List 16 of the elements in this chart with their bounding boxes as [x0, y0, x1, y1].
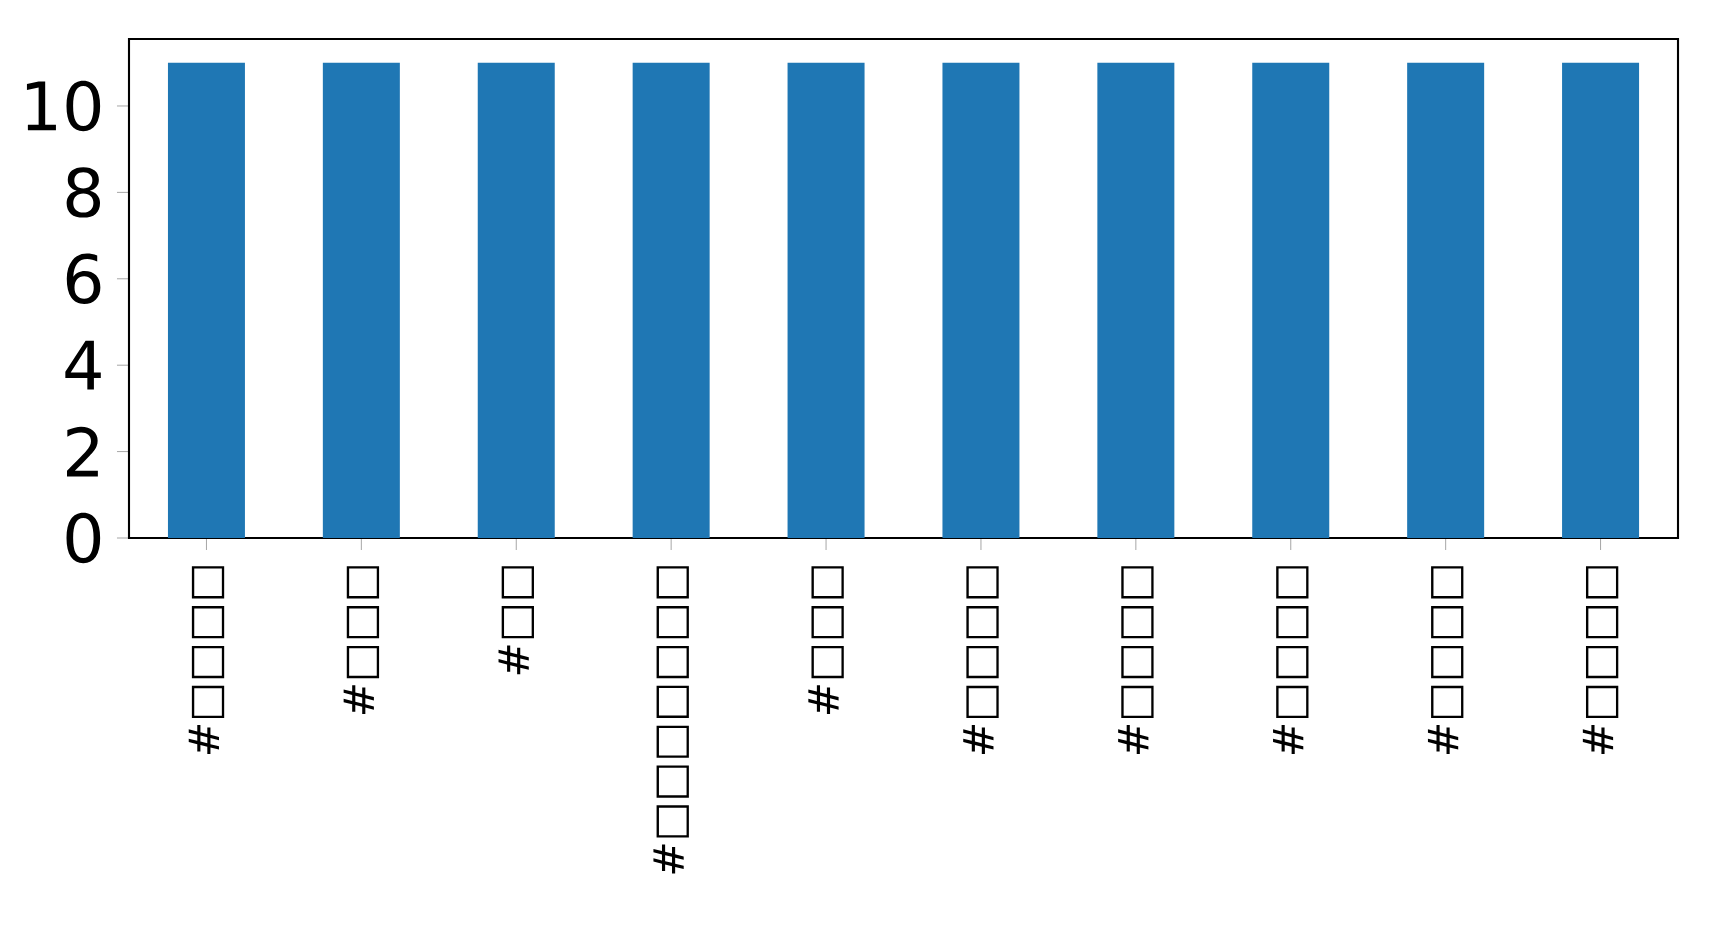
- x-tick-label: #□□□: [808, 566, 844, 715]
- y-tick-label: 4: [65, 340, 101, 390]
- x-tick-label: #□□□□: [1273, 566, 1309, 754]
- y-tick-label: 10: [26, 80, 101, 132]
- x-tick-label: #□□□□: [1118, 566, 1154, 754]
- x-tick-label: #□□□□: [1582, 566, 1619, 754]
- y-tick-label: 6: [66, 253, 101, 305]
- x-tick-label: #□□□□: [1427, 566, 1464, 754]
- y-tick-label: 2: [67, 426, 98, 477]
- x-tick-label: #□□□□: [188, 566, 225, 754]
- x-tick-label: #□□: [498, 566, 534, 675]
- y-tick-label: 8: [66, 167, 101, 218]
- x-tick-label: #□□□□: [963, 566, 999, 754]
- x-tick-label: #□□□: [343, 566, 380, 715]
- x-tick-label: #□□□□□□□: [653, 566, 689, 874]
- y-tick-label: 0: [66, 512, 101, 564]
